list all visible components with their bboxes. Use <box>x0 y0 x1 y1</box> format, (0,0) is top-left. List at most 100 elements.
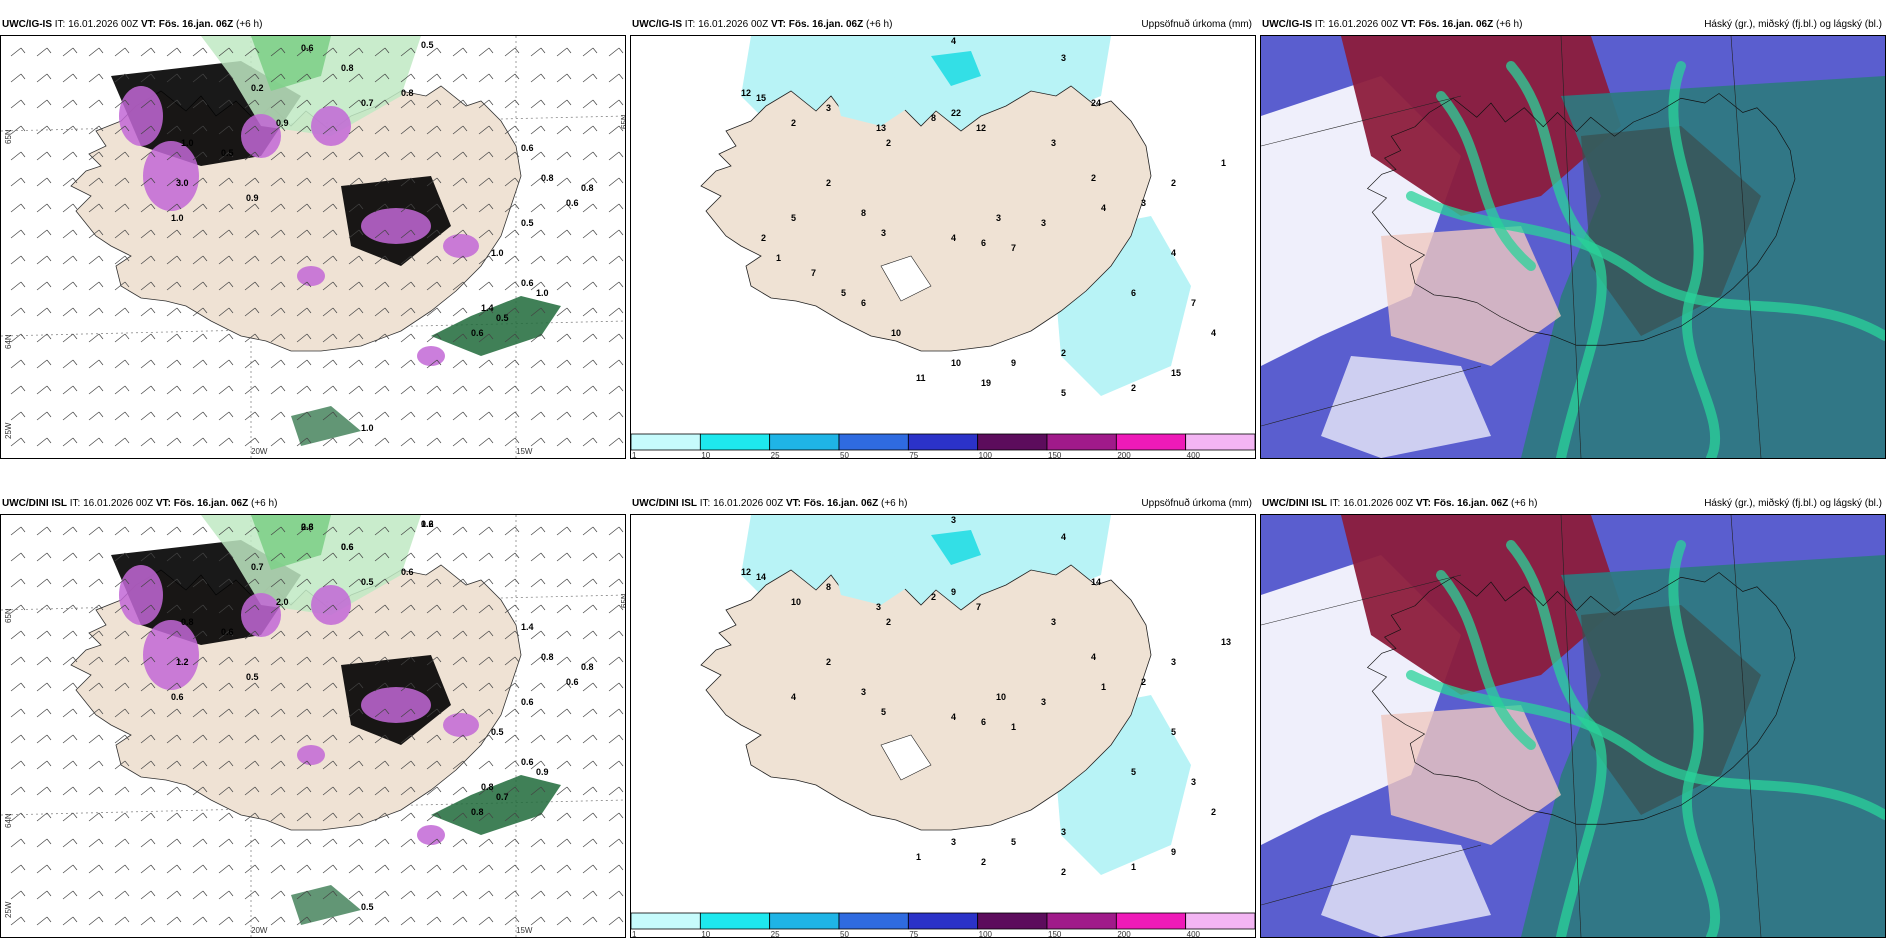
wind-barb <box>348 177 364 187</box>
accumulated-precip-map[interactable]: 3 4 12 14 10 8 3 2 9 14 7 3 2 4 2 3 5 4 6 1 10 3 4 1 3 2 13 5 5 3 2 3 9 1… <box>630 514 1256 938</box>
it-label: IT: <box>699 498 711 509</box>
wind-barb <box>426 630 442 640</box>
colorbar-tick-label: 1 <box>632 930 637 937</box>
wind-barb <box>36 552 52 562</box>
wind-barb <box>400 604 416 614</box>
colorbar-tick-label: 50 <box>840 451 849 458</box>
vt-value: Fös. 16.jan. 06Z <box>1433 498 1509 509</box>
wind-barb <box>192 307 208 317</box>
wind-barb <box>166 864 182 874</box>
wind-barb <box>62 578 78 588</box>
wind-barb <box>36 437 52 447</box>
wind-barb <box>426 552 442 562</box>
wind-barb <box>36 333 52 343</box>
gridline <box>1261 574 1462 626</box>
wind-barb <box>582 47 598 57</box>
precip-value-label: 14 <box>1091 577 1101 587</box>
wind-barb <box>296 812 312 822</box>
colorbar-segment <box>1185 912 1255 930</box>
wind-precip-map[interactable]: 0.3 0.6 0.6 0.7 0.5 0.6 2.0 0.8 0.6 1.2 0.5 0.6 1.4 0… <box>0 514 626 938</box>
wind-barb <box>400 385 416 395</box>
wind-barb <box>426 682 442 692</box>
wind-barb <box>270 359 286 369</box>
wind-barb <box>192 125 208 135</box>
wind-barb <box>62 552 78 562</box>
wind-barb <box>296 786 312 796</box>
wind-barb <box>478 734 494 744</box>
wind-barb <box>400 890 416 900</box>
wind-precip-map[interactable]: 0.6 0.5 0.8 0.2 0.7 0.8 0.9 1.0 0.5 3.0 0.9 1.0 0.6 0… <box>0 35 626 459</box>
lead-time: (+6 h) <box>251 498 278 509</box>
wind-barb <box>114 916 130 926</box>
wind-barb <box>140 838 156 848</box>
precip-value-label: 2 <box>791 118 796 128</box>
precip-value-label: 3 <box>1051 617 1056 627</box>
wind-barb <box>582 125 598 135</box>
wind-barb <box>140 760 156 770</box>
wind-barb <box>452 786 468 796</box>
precip-value-label: 4 <box>1091 652 1096 662</box>
wind-barb <box>36 604 52 614</box>
wind-barb <box>166 552 182 562</box>
wind-barb <box>582 838 598 848</box>
precip-value-label: 0.3 <box>301 522 314 532</box>
wind-barb <box>478 838 494 848</box>
snow-shower-area <box>297 266 325 286</box>
wind-barb <box>218 177 234 187</box>
colorbar-segment <box>907 433 979 451</box>
precip-value-label: 24 <box>1091 98 1101 108</box>
wind-barb <box>426 604 442 614</box>
cloud-cover-map[interactable] <box>1260 514 1886 938</box>
wind-barb <box>530 281 546 291</box>
wind-barb <box>556 281 572 291</box>
wind-barb <box>556 630 572 640</box>
accumulated-precip-map[interactable]: 4 3 12 15 2 3 13 8 22 24 12 3 2 5 2 8 3 4 6 7 3 3 2 4 2 3 1 4 6 7 4 2 15… <box>630 35 1256 459</box>
wind-barb <box>530 656 546 666</box>
wind-barb <box>10 99 26 109</box>
colorbar-tick-label: 200 <box>1117 451 1131 458</box>
lead-time: (+6 h) <box>236 19 263 30</box>
wind-barb <box>88 708 104 718</box>
precip-value-label: 2 <box>1131 383 1136 393</box>
colorbar-tick-label: 150 <box>1048 930 1062 937</box>
wind-barb <box>400 73 416 83</box>
wind-barb <box>504 734 520 744</box>
wind-barb <box>244 359 260 369</box>
precip-value-label: 1.0 <box>536 288 549 298</box>
precip-value-label: 3 <box>861 687 866 697</box>
colorbar-segment <box>977 912 1048 930</box>
wind-barb <box>426 916 442 926</box>
wind-barb <box>322 229 338 239</box>
wind-barb <box>374 864 390 874</box>
wind-barb <box>556 526 572 536</box>
panel-header: UWC/IG-IS IT: 16.01.2026 00Z VT: Fös. 16… <box>630 15 1256 35</box>
wind-barb <box>322 359 338 369</box>
wind-barb <box>322 99 338 109</box>
wind-barb <box>62 786 78 796</box>
wind-barb <box>296 99 312 109</box>
cloud-cover-map[interactable] <box>1260 35 1886 459</box>
wind-barb <box>270 682 286 692</box>
wind-barb <box>582 281 598 291</box>
precip-value-label: 6 <box>861 298 866 308</box>
wind-barb <box>556 151 572 161</box>
wind-barb <box>36 307 52 317</box>
colorbar-segment <box>769 433 840 451</box>
wind-barb <box>10 812 26 822</box>
cloud-contour-band <box>1436 570 1536 750</box>
wind-barb <box>374 838 390 848</box>
wind-barb <box>36 630 52 640</box>
wind-barb <box>426 281 442 291</box>
wind-barb <box>36 411 52 421</box>
wind-barb <box>452 890 468 900</box>
wind-barb <box>166 604 182 614</box>
colorbar-tick-label: 10 <box>701 451 710 458</box>
wind-barb <box>374 203 390 213</box>
latitude-gridline <box>1 115 625 132</box>
panel-header: UWC/DINI ISL IT: 16.01.2026 00Z VT: Fös.… <box>0 494 626 514</box>
wind-barb <box>62 812 78 822</box>
wind-barb <box>608 47 624 57</box>
wind-barb <box>166 229 182 239</box>
wind-barb <box>478 578 494 588</box>
wind-barb <box>530 359 546 369</box>
